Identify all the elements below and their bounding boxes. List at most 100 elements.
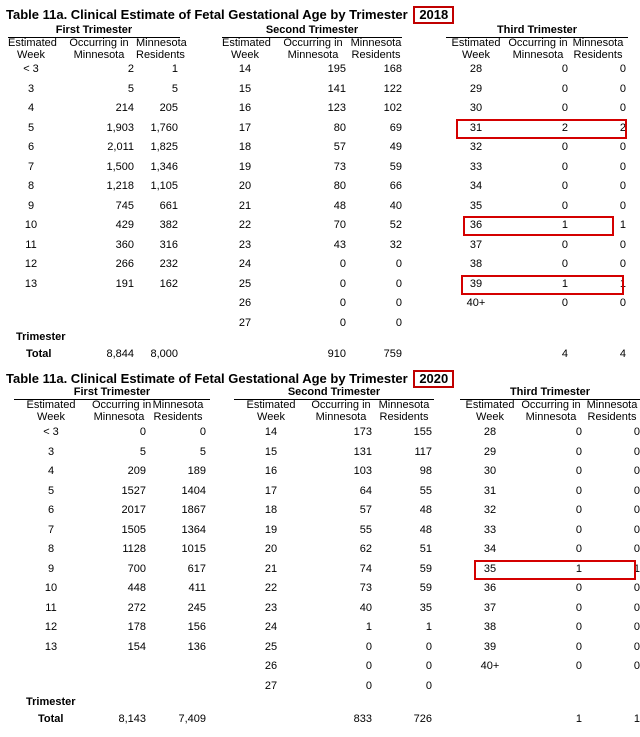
residents-cell: 1,760	[150, 121, 178, 134]
residents-cell: 617	[187, 562, 206, 575]
occurring-column-header: Occurring in Minnesota	[310, 399, 372, 423]
occurring-cell: 40	[359, 601, 372, 614]
occurring-cell: 1505	[121, 523, 146, 536]
occurring-cell: 2	[561, 121, 568, 134]
week-cell: 18	[264, 504, 278, 516]
occurring-cell: 0	[561, 82, 568, 95]
week-cell: 8	[47, 543, 55, 555]
residents-cell: 0	[619, 102, 626, 114]
total-label-total: Total	[38, 713, 64, 725]
week-cell: 15	[264, 445, 278, 458]
week-cell: 6	[27, 141, 35, 153]
table-title-text: Table 11a. Clinical Estimate of Fetal Ge…	[6, 371, 408, 386]
residents-cell: 0	[633, 426, 640, 438]
trimester-heading: Third Trimester	[496, 24, 578, 36]
occurring-cell: 0	[575, 484, 582, 497]
residents-cell: 0	[633, 582, 640, 594]
occurring-cell: 429	[115, 219, 134, 231]
residents-cell: 0	[425, 640, 432, 653]
residents-column-header-line1: Minnesota	[350, 37, 402, 49]
residents-column-header-line2: Residents	[587, 411, 637, 423]
residents-column-header: Minnesota Residents	[136, 37, 187, 61]
week-cell: 19	[238, 160, 252, 173]
week-column-header-line1: Estimated	[465, 399, 515, 411]
week-cell: 40+	[466, 297, 486, 309]
residents-cell: 0	[633, 640, 640, 653]
residents-cell: 0	[425, 679, 432, 692]
occurring-cell: 0	[561, 258, 568, 270]
occurring-cell: 191	[115, 277, 134, 290]
occurring-cell: 0	[575, 601, 582, 614]
week-cell: 33	[469, 160, 483, 173]
residents-cell: 136	[187, 640, 206, 653]
occurring-cell: 57	[333, 141, 346, 153]
week-cell: 37	[483, 601, 497, 614]
occurring-cell: 131	[353, 445, 372, 458]
week-cell: 7	[27, 160, 35, 173]
week-cell: 5	[27, 121, 35, 134]
occurring-cell: 0	[561, 199, 568, 212]
residents-column-header-line1: Minnesota	[378, 399, 430, 411]
occurring-cell: 0	[575, 543, 582, 555]
residents-cell: 55	[419, 484, 432, 497]
week-cell: 21	[264, 562, 278, 575]
total-occurring-cell: 910	[327, 348, 346, 360]
trimester-heading: Second Trimester	[265, 24, 359, 36]
residents-column-header: Minnesota Residents	[350, 37, 402, 61]
occurring-cell: 1	[575, 562, 582, 575]
occurring-cell: 0	[561, 160, 568, 173]
week-column-header-line1: Estimated	[26, 399, 76, 411]
residents-cell: 1364	[181, 523, 206, 536]
occurring-cell: 1	[561, 219, 568, 231]
week-column-header-line2: Week	[37, 411, 65, 423]
occurring-cell: 57	[359, 504, 372, 516]
row-highlight-box	[461, 274, 624, 295]
occurring-cell: 0	[339, 316, 346, 329]
week-cell: 23	[264, 601, 278, 614]
occurring-column-header: Occurring in Minnesota	[92, 399, 151, 423]
occurring-cell: 1,218	[106, 180, 134, 192]
week-cell: 24	[264, 621, 278, 633]
week-cell: 15	[238, 82, 252, 95]
occurring-cell: 0	[561, 238, 568, 251]
occurring-column-header-line2: Minnesota	[73, 49, 125, 61]
week-column-header-line1: Estimated	[451, 37, 501, 49]
week-cell: 11	[45, 601, 57, 614]
residents-cell: 661	[159, 199, 178, 212]
occurring-column-header-line1: Occurring in	[283, 37, 343, 49]
occurring-cell: 1128	[122, 543, 146, 555]
occurring-cell: 0	[575, 582, 582, 594]
occurring-cell: 0	[339, 297, 346, 309]
residents-cell: 0	[619, 141, 626, 153]
week-cell: 18	[238, 141, 252, 153]
residents-cell: 0	[199, 426, 206, 438]
residents-cell: 1	[171, 63, 178, 75]
occurring-cell: 0	[561, 180, 568, 192]
week-cell: 9	[27, 199, 35, 212]
year-highlight-box: 2018	[413, 6, 455, 24]
occurring-cell: 64	[359, 484, 372, 497]
residents-cell: 40	[389, 199, 402, 212]
total-residents-cell: 726	[413, 713, 432, 725]
residents-cell: 232	[159, 258, 178, 270]
occurring-cell: 123	[327, 102, 346, 114]
week-cell: 36	[483, 582, 497, 594]
occurring-cell: 73	[359, 582, 372, 594]
week-cell: 5	[47, 484, 55, 497]
residents-cell: 1867	[181, 504, 206, 516]
occurring-cell: 43	[333, 238, 346, 251]
occurring-cell: 80	[333, 121, 346, 134]
residents-cell: 59	[419, 582, 432, 594]
occurring-column-header: Occurring in Minnesota	[508, 37, 568, 61]
week-cell: 11	[25, 238, 37, 251]
week-cell: 21	[238, 199, 252, 212]
week-column-header: Estimated Week	[446, 37, 506, 61]
residents-cell: 168	[383, 63, 402, 75]
occurring-cell: 173	[353, 426, 372, 438]
row-highlight-box	[474, 559, 636, 580]
occurring-cell: 74	[359, 562, 372, 575]
occurring-cell: 62	[359, 543, 372, 555]
total-residents-cell: 1	[633, 713, 640, 725]
residents-cell: 32	[389, 238, 402, 251]
occurring-column-header-line1: Occurring in	[508, 37, 568, 49]
